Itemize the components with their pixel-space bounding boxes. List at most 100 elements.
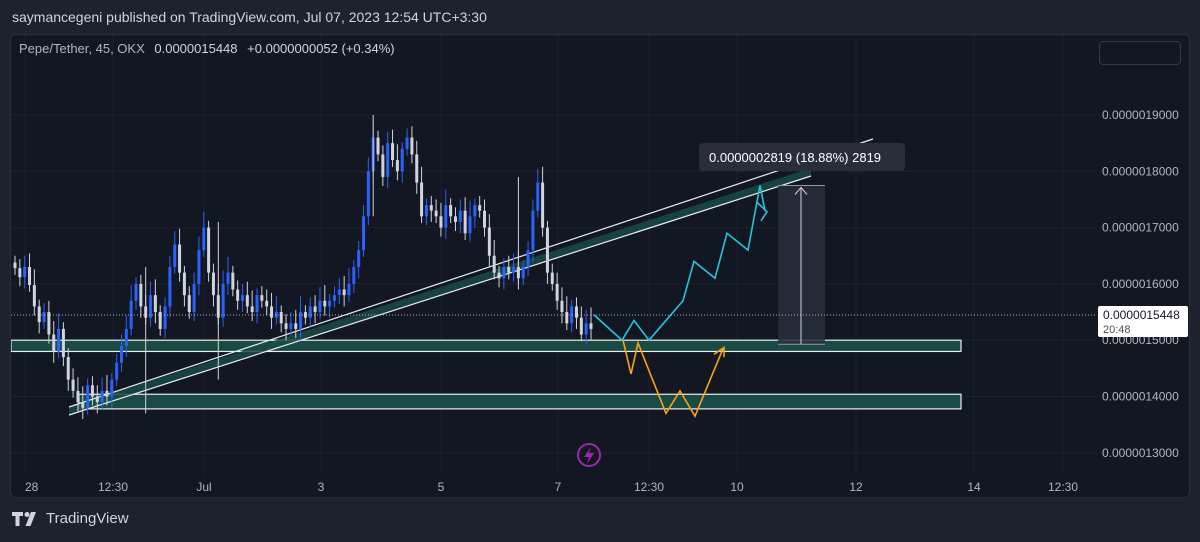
candle-body [149, 295, 153, 318]
candle-body [299, 312, 303, 329]
candle-body [579, 317, 583, 335]
candle-body [211, 272, 215, 296]
candle-body [110, 379, 114, 397]
channel-upper-line [68, 138, 874, 408]
candle-body [182, 272, 186, 296]
candle-body [357, 250, 361, 268]
candle-body [405, 137, 409, 149]
time-axis: 28 12:30 Jul 3 5 7 12:30 10 12 14 12:30 [25, 480, 1078, 494]
candle-body [458, 210, 462, 222]
candle-body [13, 262, 17, 269]
candle-body [168, 267, 172, 307]
candle-body [153, 295, 157, 313]
candle-body [468, 216, 472, 234]
candle-body [284, 323, 288, 329]
bull-projection [593, 185, 766, 342]
candle-body [308, 306, 312, 318]
candle-body [250, 306, 254, 313]
candle-body [391, 143, 395, 161]
candle-body [134, 283, 138, 301]
price-value: 0.0000015448 [154, 41, 238, 56]
candle-body [42, 312, 46, 323]
candle-body [76, 390, 80, 403]
time-tick-label: 12 [849, 480, 863, 494]
candle-body [483, 210, 487, 228]
candle-body [434, 210, 438, 217]
candle-body [352, 267, 356, 284]
candle-body [328, 300, 332, 307]
candle-body [531, 210, 535, 251]
candle-body [507, 267, 511, 273]
time-tick-label: 14 [967, 480, 981, 494]
candle-body [376, 137, 380, 155]
channel-fill [69, 168, 811, 415]
candle-body [66, 357, 70, 380]
candle-body [473, 205, 477, 217]
candle-body [139, 283, 143, 307]
candle-body [32, 285, 36, 307]
tradingview-logo[interactable]: TradingView [12, 510, 129, 527]
candle-body [37, 306, 41, 323]
bear-projection [622, 340, 724, 418]
time-tick-label: 12:30 [1048, 480, 1078, 494]
measure-label-box [699, 143, 905, 171]
candle-body [47, 312, 51, 335]
candle-body [550, 272, 554, 284]
candle-body [231, 272, 235, 290]
candle-body [57, 328, 61, 352]
support-zone [11, 339, 962, 353]
time-tick-label: 10 [730, 480, 744, 494]
candle-body [410, 137, 414, 155]
projections [593, 185, 769, 418]
last-price-marker: 0.0000015448 20:48 [11, 305, 1188, 337]
candle-body [260, 295, 264, 301]
candle-body [158, 312, 162, 329]
candle-body [289, 323, 293, 329]
candle-body [492, 255, 496, 273]
candle-body [444, 205, 448, 228]
candle-body [173, 244, 177, 268]
candle-body [90, 385, 94, 397]
candle-body [61, 328, 65, 358]
candle-body [18, 268, 22, 278]
candle-body [207, 227, 211, 273]
candle-body [100, 390, 104, 403]
candle-body [347, 283, 351, 296]
price-change: +0.0000000052 (+0.34%) [247, 41, 395, 56]
candles [13, 115, 593, 420]
candle-body [318, 300, 322, 313]
time-tick-label: 12:30 [634, 480, 664, 494]
price-tick-label: 0.0000013000 [1102, 446, 1179, 460]
candle-body [313, 306, 317, 313]
lightning-icon[interactable] [577, 443, 601, 467]
candle-body [265, 300, 269, 307]
tradingview-logo-icon [12, 511, 36, 526]
bull-arrowhead [756, 201, 769, 222]
price-chart[interactable]: 0.0000002819 (18.88%) 2819 0.00000190000… [11, 35, 1190, 498]
candle-body [584, 323, 588, 335]
brand-name: TradingView [46, 510, 129, 527]
candle-body [565, 312, 569, 324]
candle-body [255, 295, 259, 313]
candle-body [487, 227, 491, 256]
candle-body [541, 182, 545, 228]
chart-button[interactable] [1099, 41, 1181, 65]
time-tick-label: 7 [555, 480, 562, 494]
price-tick-label: 0.0000017000 [1102, 221, 1179, 235]
candle-body [187, 295, 191, 313]
candle-body [28, 267, 32, 286]
lightning-icon-ring [577, 443, 601, 467]
candle-body [536, 182, 540, 211]
publisher-header: saymancegeni published on TradingView.co… [0, 0, 1200, 34]
candle-body [453, 216, 457, 222]
candle-body [226, 272, 230, 284]
candle-body [439, 216, 443, 228]
candle-body [424, 205, 428, 217]
candle-body [240, 295, 244, 301]
last-price-box [1098, 305, 1188, 337]
candle-body [270, 306, 274, 318]
candle-body [52, 334, 56, 352]
time-tick-label: 28 [25, 480, 39, 494]
measure-label: 0.0000002819 (18.88%) 2819 [709, 150, 881, 165]
time-tick-label: 5 [438, 480, 445, 494]
